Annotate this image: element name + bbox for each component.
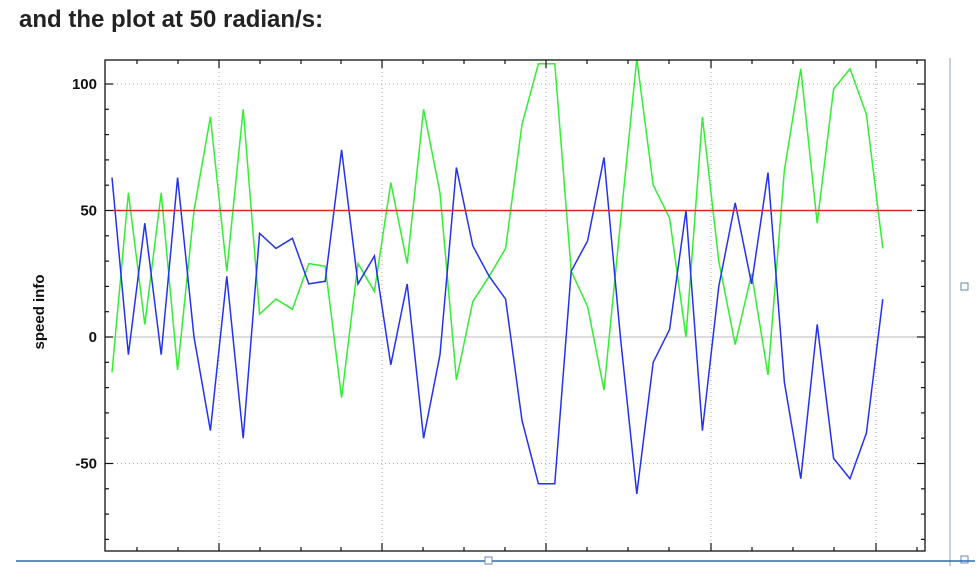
page-edge-decor — [16, 58, 975, 566]
y-tick-label: 100 — [72, 76, 97, 93]
y-tick-label: 0 — [89, 329, 97, 346]
series-blue-line — [111, 149, 884, 494]
y-tick-label: -50 — [75, 456, 97, 473]
y-axis-label: speed info — [31, 274, 48, 349]
axes — [104, 59, 926, 552]
heading-text: and the plot at 50 radian/s: — [19, 6, 324, 33]
plot-frame — [104, 59, 926, 552]
series-layer — [111, 60, 912, 494]
y-tick-label: 50 — [80, 203, 97, 220]
tick-labels: -50 0 50 100 — [72, 76, 97, 473]
grid — [105, 60, 925, 551]
series-green-line — [111, 60, 884, 398]
